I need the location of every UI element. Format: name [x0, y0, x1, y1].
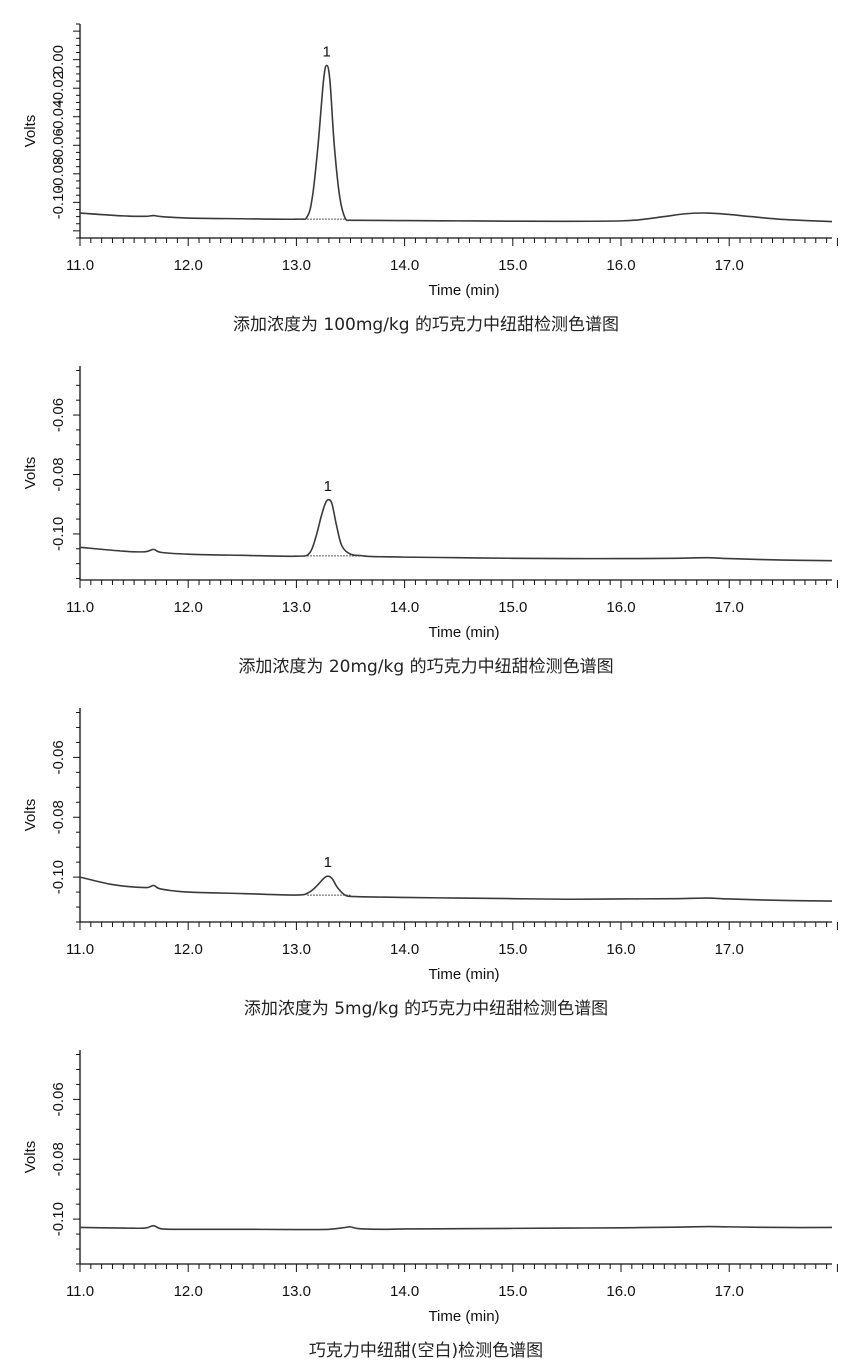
x-tick-label: 15.0: [498, 257, 527, 274]
y-tick-label: -0.08: [50, 800, 67, 834]
x-tick-label: 13.0: [282, 1283, 311, 1300]
chromatogram-panel-5mgkg: 11.0 12.0 13.0 14.0 15.0 16.0 17.0 -0.06 -0.08 -0…: [0, 684, 852, 1026]
y-tick-label: -0.04: [50, 100, 67, 134]
x-axis-title: Time (min): [428, 282, 499, 299]
y-tick-label: -0.06: [50, 1082, 67, 1116]
peak-label: 1: [324, 854, 332, 871]
x-tick-label: 12.0: [174, 257, 203, 274]
chart-caption: 添加浓度为 20mg/kg 的巧克力中纽甜检测色谱图: [238, 657, 614, 677]
chart-svg: 11.0 12.0 13.0 14.0 15.0 16.0 17.0 -0.06 -0.08 -0…: [22, 1050, 838, 1325]
y-tick-label: -0.06: [50, 128, 67, 162]
chromatogram-panel-100mgkg: 11.0 12.0 13.0 14.0 15.0 16.0 17.0 0.00 -0.02 -0.…: [0, 0, 852, 342]
y-tick-label: -0.10: [50, 860, 67, 894]
x-tick-label: 14.0: [390, 941, 419, 958]
chromatogram-trace: [79, 498, 833, 562]
x-tick-label: 14.0: [390, 599, 419, 616]
chart-caption: 巧克力中纽甜(空白)检测色谱图: [308, 1341, 544, 1361]
y-tick-label: -0.10: [50, 1202, 67, 1236]
y-tick-label: -0.06: [50, 740, 67, 774]
y-tick-label: -0.08: [50, 457, 67, 491]
chromatogram-trace: [79, 875, 833, 902]
y-tick-label: -0.06: [50, 398, 67, 432]
x-tick-label: 13.0: [282, 257, 311, 274]
x-tick-label: 11.0: [66, 599, 94, 616]
x-tick-label: 16.0: [606, 599, 635, 616]
chart-svg: 11.0 12.0 13.0 14.0 15.0 16.0 17.00.00-0.02-0.…: [22, 23, 838, 299]
chart-svg: 11.0 12.0 13.0 14.0 15.0 16.0 17.0 -0.06 -0.08 -0…: [22, 366, 838, 641]
chromatogram-panel-blank: 11.0 12.0 13.0 14.0 15.0 16.0 17.0 -0.06 -0.08 -0…: [0, 1026, 852, 1372]
x-tick-label: 17.0: [715, 941, 744, 958]
chromatogram-panel-20mgkg: 11.0 12.0 13.0 14.0 15.0 16.0 17.0 -0.06 -0.08 -0…: [0, 342, 852, 684]
x-tick-label: 14.0: [390, 1283, 419, 1300]
x-tick-label: 11.0: [66, 941, 94, 958]
x-tick-label: 13.0: [282, 599, 311, 616]
y-tick-label: 0.00: [50, 45, 67, 74]
y-axis-title: Volts: [22, 115, 39, 148]
x-tick-label: 17.0: [715, 1283, 744, 1300]
x-tick-label: 17.0: [715, 599, 744, 616]
x-tick-label: 14.0: [390, 257, 419, 274]
chromatogram-trace: [79, 1224, 833, 1231]
y-tick-label: -0.10: [50, 185, 67, 219]
chart-caption: 添加浓度为 5mg/kg 的巧克力中纽甜检测色谱图: [243, 999, 609, 1019]
peak-label: 1: [323, 43, 331, 60]
y-tick-label: -0.10: [50, 517, 67, 551]
y-tick-label: -0.08: [50, 1142, 67, 1176]
y-axis-title: Volts: [22, 457, 39, 490]
chromatogram-trace: [79, 64, 833, 223]
x-axis-title: Time (min): [428, 1308, 499, 1325]
chart-svg: 11.0 12.0 13.0 14.0 15.0 16.0 17.0 -0.06 -0.08 -0…: [22, 708, 838, 983]
x-tick-label: 16.0: [606, 941, 635, 958]
y-tick-label: -0.02: [50, 71, 67, 105]
x-tick-label: 11.0: [66, 257, 94, 274]
peak-label: 1: [324, 478, 332, 495]
y-tick-label: -0.08: [50, 157, 67, 191]
x-tick-label: 15.0: [498, 599, 527, 616]
y-axis-title: Volts: [22, 799, 39, 832]
x-tick-label: 15.0: [498, 941, 527, 958]
x-tick-label: 12.0: [174, 941, 203, 958]
x-tick-label: 11.0: [66, 1283, 94, 1300]
x-tick-label: 16.0: [606, 257, 635, 274]
x-tick-label: 13.0: [282, 941, 311, 958]
x-tick-label: 17.0: [715, 257, 744, 274]
x-tick-label: 12.0: [174, 599, 203, 616]
x-tick-label: 16.0: [606, 1283, 635, 1300]
x-tick-label: 12.0: [174, 1283, 203, 1300]
y-axis-title: Volts: [22, 1141, 39, 1174]
x-axis-title: Time (min): [428, 966, 499, 983]
chart-caption: 添加浓度为 100mg/kg 的巧克力中纽甜检测色谱图: [233, 315, 619, 335]
x-tick-label: 15.0: [498, 1283, 527, 1300]
x-axis-title: Time (min): [428, 624, 499, 641]
